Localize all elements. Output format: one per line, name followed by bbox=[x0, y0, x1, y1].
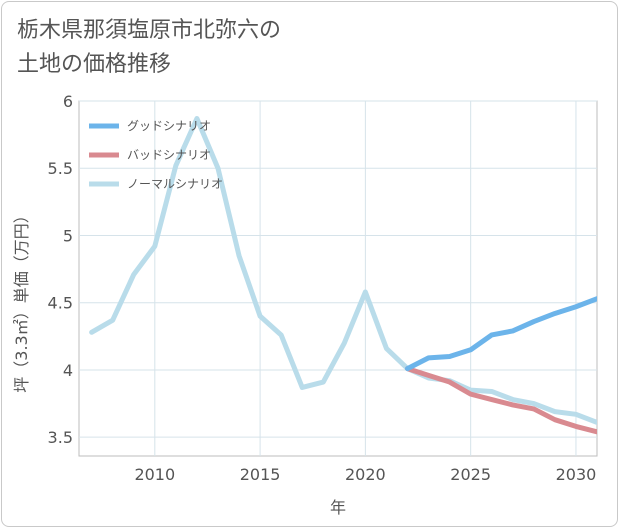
x-tick-label: 2030 bbox=[556, 465, 597, 484]
series-line-2 bbox=[404, 366, 597, 435]
y-axis-label: 坪（3.3㎡）単価（万円） bbox=[12, 207, 31, 392]
legend-label: バッドシナリオ bbox=[127, 148, 211, 162]
legend-label: グッドシナリオ bbox=[127, 119, 211, 133]
title-line-1: 栃木県那須塩原市北弥六の bbox=[17, 18, 282, 43]
y-tick-label: 4.5 bbox=[48, 294, 73, 313]
grid bbox=[79, 100, 597, 456]
x-axis-label: 年 bbox=[330, 498, 346, 517]
x-tick-label: 2015 bbox=[240, 465, 281, 484]
x-tick-label: 2010 bbox=[134, 465, 175, 484]
x-tick-label: 2025 bbox=[450, 465, 491, 484]
y-tick-label: 3.5 bbox=[48, 428, 73, 447]
y-tick-label: 5 bbox=[63, 226, 73, 245]
series-layer bbox=[89, 115, 597, 435]
y-tick-label: 6 bbox=[63, 92, 73, 111]
title-line-2: 土地の価格推移 bbox=[17, 52, 172, 77]
series-line-1 bbox=[404, 296, 597, 372]
series-line-3 bbox=[89, 115, 597, 425]
y-tick-label: 5.5 bbox=[48, 159, 73, 178]
chart-title: 栃木県那須塩原市北弥六の 土地の価格推移 bbox=[17, 14, 281, 82]
x-tick-label: 2020 bbox=[345, 465, 386, 484]
legend-label: ノーマルシナリオ bbox=[127, 177, 223, 191]
y-tick-label: 4 bbox=[63, 361, 73, 380]
tick-labels: 2010 2015 2020 2025 2030 3.5 4 4.5 5 5.5 6 bbox=[48, 92, 597, 484]
